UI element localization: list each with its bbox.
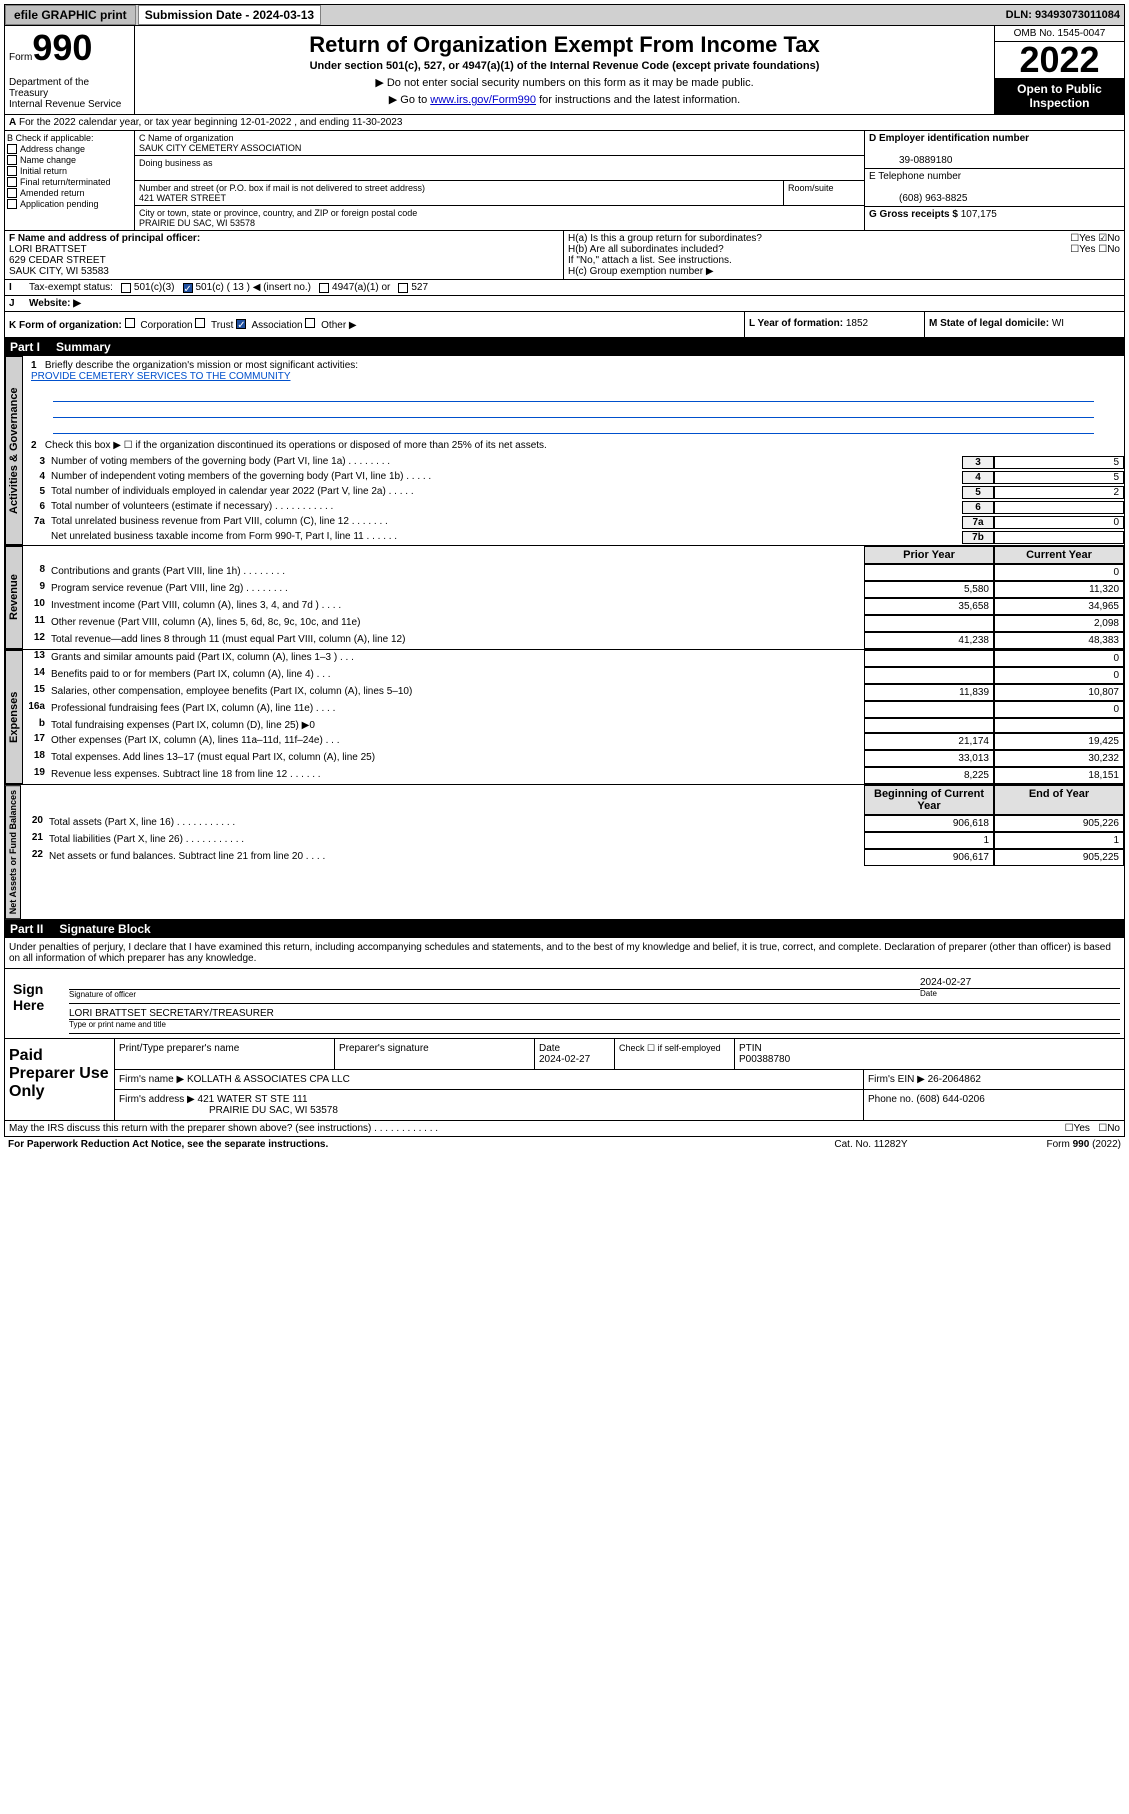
vtab-netassets: Net Assets or Fund Balances xyxy=(5,785,21,919)
dept-label: Department of the Treasury Internal Reve… xyxy=(9,77,130,110)
return-title: Return of Organization Exempt From Incom… xyxy=(141,32,988,58)
data-row: 13Grants and similar amounts paid (Part … xyxy=(23,650,1124,667)
sign-here-label: Sign Here xyxy=(9,973,69,1034)
irs-link[interactable]: www.irs.gov/Form990 xyxy=(430,94,536,106)
checkbox-amended[interactable] xyxy=(7,188,17,198)
part2-header: Part II Signature Block xyxy=(4,920,1125,938)
checkbox-trust[interactable] xyxy=(195,318,205,328)
section-f: F Name and address of principal officer:… xyxy=(5,231,564,279)
checkbox-name[interactable] xyxy=(7,155,17,165)
tax-year: 2022 xyxy=(995,42,1124,78)
col-end: End of Year xyxy=(994,785,1124,815)
checkbox-other[interactable] xyxy=(305,318,315,328)
data-row: 8Contributions and grants (Part VIII, li… xyxy=(23,564,1124,581)
section-i: I Tax-exempt status: 501(c)(3) ✓ 501(c) … xyxy=(4,280,1125,296)
data-row: 20Total assets (Part X, line 16) . . . .… xyxy=(21,815,1124,832)
section-h: H(a) Is this a group return for subordin… xyxy=(564,231,1124,279)
checkbox-initial[interactable] xyxy=(7,166,17,176)
section-m: M State of legal domicile: WI xyxy=(924,312,1124,337)
section-e: E Telephone number (608) 963-8825 xyxy=(865,169,1124,207)
checkbox-4947[interactable] xyxy=(319,283,329,293)
subtitle-2: ▶ Do not enter social security numbers o… xyxy=(141,76,988,89)
subtitle-3: ▶ Go to www.irs.gov/Form990 for instruct… xyxy=(141,93,988,106)
a-line: A For the 2022 calendar year, or tax yea… xyxy=(4,115,1125,131)
data-row: 14Benefits paid to or for members (Part … xyxy=(23,667,1124,684)
form-number: 990 xyxy=(32,27,92,68)
gov-row: 5Total number of individuals employed in… xyxy=(23,485,1124,500)
section-k: K Form of organization: Corporation Trus… xyxy=(5,312,744,337)
checkbox-527[interactable] xyxy=(398,283,408,293)
subtitle-1: Under section 501(c), 527, or 4947(a)(1)… xyxy=(141,60,988,72)
checkbox-assoc[interactable]: ✓ xyxy=(236,319,246,329)
data-row: 10Investment income (Part VIII, column (… xyxy=(23,598,1124,615)
data-row: 21Total liabilities (Part X, line 26) . … xyxy=(21,832,1124,849)
submission-date: Submission Date - 2024-03-13 xyxy=(138,5,321,25)
topbar: efile GRAPHIC print Submission Date - 20… xyxy=(4,4,1125,26)
gov-row: 4Number of independent voting members of… xyxy=(23,470,1124,485)
data-row: 18Total expenses. Add lines 13–17 (must … xyxy=(23,750,1124,767)
declaration: Under penalties of perjury, I declare th… xyxy=(4,938,1125,969)
dln: DLN: 93493073011084 xyxy=(1002,9,1124,21)
col-prior: Prior Year xyxy=(864,546,994,564)
checkbox-501c[interactable]: ✓ xyxy=(183,283,193,293)
col-current: Current Year xyxy=(994,546,1124,564)
efile-button[interactable]: efile GRAPHIC print xyxy=(5,5,136,25)
data-row: 19Revenue less expenses. Subtract line 1… xyxy=(23,767,1124,784)
data-row: 17Other expenses (Part IX, column (A), l… xyxy=(23,733,1124,750)
gov-row: 6Total number of volunteers (estimate if… xyxy=(23,500,1124,515)
vtab-governance: Activities & Governance xyxy=(5,356,23,545)
checkbox-pending[interactable] xyxy=(7,199,17,209)
form-prefix: Form xyxy=(9,52,32,63)
checkbox-501c3[interactable] xyxy=(121,283,131,293)
inspection-label: Open to Public Inspection xyxy=(995,78,1124,114)
form-footer: For Paperwork Reduction Act Notice, see … xyxy=(4,1137,1125,1152)
data-row: 22Net assets or fund balances. Subtract … xyxy=(21,849,1124,866)
discuss-row: May the IRS discuss this return with the… xyxy=(4,1121,1125,1137)
paid-preparer-label: Paid Preparer Use Only xyxy=(5,1039,115,1120)
col-begin: Beginning of Current Year xyxy=(864,785,994,815)
vtab-revenue: Revenue xyxy=(5,546,23,649)
data-row: 9Program service revenue (Part VIII, lin… xyxy=(23,581,1124,598)
checkbox-final[interactable] xyxy=(7,177,17,187)
section-b: B Check if applicable: Address change Na… xyxy=(5,131,135,230)
section-c: C Name of organization SAUK CITY CEMETER… xyxy=(135,131,864,230)
section-d: D Employer identification number 39-0889… xyxy=(865,131,1124,169)
data-row: 15Salaries, other compensation, employee… xyxy=(23,684,1124,701)
section-g: G Gross receipts $ 107,175 xyxy=(865,207,1124,222)
vtab-expenses: Expenses xyxy=(5,650,23,784)
checkbox-address[interactable] xyxy=(7,144,17,154)
part1-header: Part I Summary xyxy=(4,338,1125,356)
data-row: 11Other revenue (Part VIII, column (A), … xyxy=(23,615,1124,632)
data-row: 12Total revenue—add lines 8 through 11 (… xyxy=(23,632,1124,649)
gov-row: 3Number of voting members of the governi… xyxy=(23,455,1124,470)
gov-row: Net unrelated business taxable income fr… xyxy=(23,530,1124,545)
section-j: J Website: ▶ xyxy=(4,296,1125,312)
data-row: bTotal fundraising expenses (Part IX, co… xyxy=(23,718,1124,733)
checkbox-corp[interactable] xyxy=(125,318,135,328)
data-row: 16aProfessional fundraising fees (Part I… xyxy=(23,701,1124,718)
form-header: Form990 Department of the Treasury Inter… xyxy=(4,26,1125,115)
gov-row: 7aTotal unrelated business revenue from … xyxy=(23,515,1124,530)
section-l: L Year of formation: 1852 xyxy=(744,312,924,337)
